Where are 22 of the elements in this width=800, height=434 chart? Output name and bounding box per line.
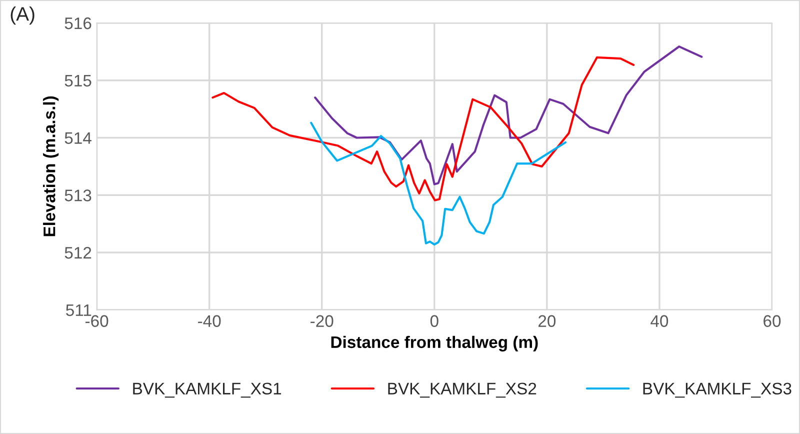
legend-label: BVK_KAMKLF_XS2: [388, 382, 536, 398]
line-series: [310, 122, 567, 246]
legend-label: BVK_KAMKLF_XS1: [133, 382, 282, 398]
y-tick-label: 512: [64, 246, 92, 259]
x-tick-label: 20: [538, 315, 556, 327]
x-tick-label: -40: [198, 315, 221, 327]
x-tick-label: 60: [764, 315, 781, 327]
x-axis-title: Distance from thalweg (m): [331, 336, 538, 352]
x-tick-label: -20: [310, 315, 334, 327]
y-tick-label: 513: [64, 190, 92, 202]
y-tick-label: 511: [66, 304, 92, 316]
y-tick-label: 515: [64, 74, 92, 87]
y-tick-label: 516: [64, 17, 92, 30]
y-axis-title: Elevation (m.a.s.l): [43, 96, 59, 236]
y-tick-label: 514: [64, 132, 92, 144]
text: (A): [10, 6, 34, 25]
line-series: [314, 45, 703, 186]
x-tick-label: 0: [430, 315, 438, 327]
legend-label: BVK_KAMKLF_XS3: [643, 382, 792, 398]
x-tick-label: -60: [85, 315, 108, 327]
x-tick-label: 40: [650, 315, 668, 327]
line-series: [212, 56, 635, 202]
